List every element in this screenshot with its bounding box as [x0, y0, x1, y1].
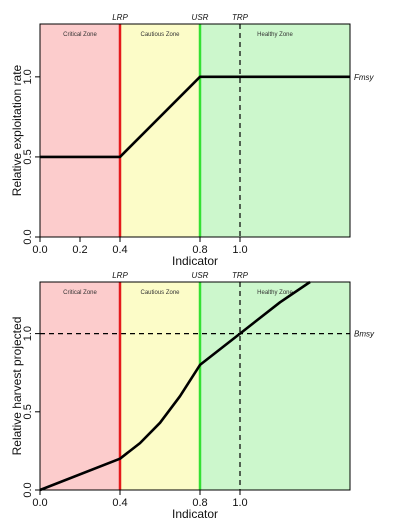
- reference-label-lrp: LRP: [112, 271, 128, 280]
- right-label-bmsy: Bmsy: [354, 330, 375, 339]
- zone-label: Critical Zone: [63, 32, 97, 38]
- zone-background-cautious-zone: [120, 24, 200, 237]
- series-line: [39, 280, 311, 492]
- bottom-panel: Critical Zone Cautious Zone Healthy Zone LR…: [10, 271, 375, 521]
- zone-background-critical-zone: [40, 282, 120, 490]
- zone-label: Healthy Zone: [257, 32, 293, 38]
- zone-background-critical-zone: [40, 24, 120, 237]
- x-tick-label: 0.4: [112, 497, 127, 509]
- y-tick-label: 0.0: [22, 229, 34, 244]
- zone-label: Cautious Zone: [140, 32, 180, 38]
- x-tick-label: 0.8: [192, 497, 207, 509]
- zone-label: Healthy Zone: [257, 290, 293, 296]
- x-tick-label: 1.0: [232, 244, 247, 256]
- x-tick-label: 0.0: [32, 497, 47, 509]
- zone-background-healthy-zone: [200, 24, 350, 237]
- zone-label: Critical Zone: [63, 290, 97, 296]
- right-label-fmsy: Fmsy: [354, 73, 375, 82]
- y-tick-label: 0.5: [22, 404, 34, 419]
- y-axis-title: Relative harvest projected: [10, 317, 24, 456]
- zone-background-healthy-zone: [200, 282, 350, 490]
- x-tick-label: 0.0: [32, 244, 47, 256]
- y-tick-label: 0.5: [22, 149, 34, 164]
- x-axis-title: Indicator: [172, 507, 218, 521]
- reference-label-trp: TRP: [232, 13, 249, 22]
- x-tick-label: 0.2: [72, 244, 87, 256]
- plot-frame: [39, 23, 351, 238]
- y-tick-label: 1.0: [22, 326, 34, 341]
- x-tick-label: 0.4: [112, 244, 127, 256]
- x-tick-label: 0.8: [192, 244, 207, 256]
- y-axis-title: Relative exploitation rate: [10, 64, 24, 196]
- reference-label-trp: TRP: [232, 271, 249, 280]
- x-tick-label: 1.0: [232, 497, 247, 509]
- reference-label-lrp: LRP: [112, 13, 128, 22]
- plot-frame: [39, 281, 351, 491]
- x-axis-title: Indicator: [172, 254, 218, 268]
- y-tick-label: 0.0: [22, 482, 34, 497]
- series-line: [40, 75, 350, 159]
- reference-label-usr: USR: [192, 13, 209, 22]
- y-tick-label: 1.0: [22, 69, 34, 84]
- top-panel: Critical Zone Cautious Zone Healthy Zone LR…: [10, 13, 375, 268]
- reference-label-usr: USR: [192, 271, 209, 280]
- zone-label: Cautious Zone: [140, 290, 180, 296]
